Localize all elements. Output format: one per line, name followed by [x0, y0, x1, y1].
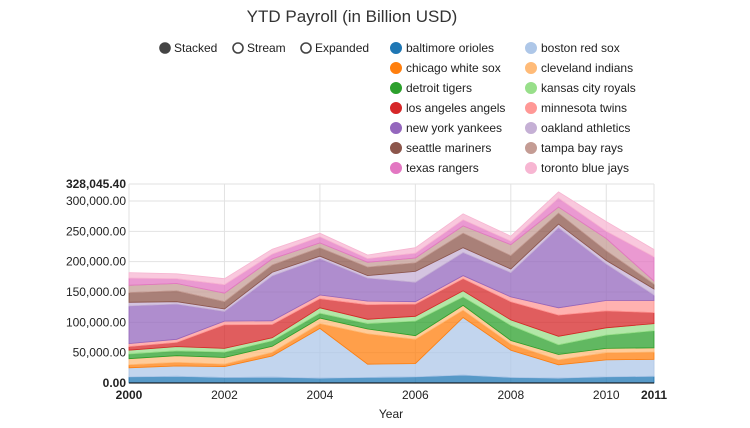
legend-label: detroit tigers [406, 81, 472, 95]
legend-swatch-icon[interactable] [525, 102, 537, 114]
legend-label: oakland athletics [541, 121, 630, 135]
x-tick-label: 2011 [641, 388, 667, 402]
legend-item-cleveland-indians[interactable]: cleveland indians [525, 61, 634, 75]
x-tick-label: 2000 [116, 388, 143, 402]
y-tick-label: 100,000.00 [66, 315, 126, 329]
legend-label: texas rangers [406, 161, 479, 175]
legend-swatch-icon[interactable] [525, 122, 537, 134]
x-tick-label: 2002 [211, 388, 238, 402]
chart-mode-controls: Stacked Stream Expanded [159, 41, 369, 55]
y-tick-label: 150,000.00 [66, 285, 126, 299]
y-tick-label: 50,000.00 [73, 346, 127, 360]
mode-option-label: Expanded [315, 41, 369, 55]
area-series [128, 191, 655, 384]
x-axis-label: Year [379, 407, 403, 421]
y-tick-label: 0.00 [103, 376, 127, 390]
legend-label: seattle mariners [406, 141, 491, 155]
legend-item-los-angeles-angels[interactable]: los angeles angels [390, 101, 506, 115]
x-tick-label: 2010 [593, 388, 620, 402]
x-tick-label: 2004 [307, 388, 334, 402]
legend-swatch-icon[interactable] [525, 62, 537, 74]
legend-swatch-icon[interactable] [525, 162, 537, 174]
legend-swatch-icon[interactable] [390, 162, 402, 174]
legend-swatch-icon[interactable] [390, 142, 402, 154]
area-toronto-blue-jays[interactable] [128, 191, 655, 286]
legend-swatch-icon[interactable] [525, 82, 537, 94]
legend-swatch-icon[interactable] [390, 122, 402, 134]
legend-swatch-icon[interactable] [390, 42, 402, 54]
mode-option-label: Stream [247, 41, 286, 55]
x-tick-label: 2008 [497, 388, 524, 402]
radio-icon[interactable] [300, 42, 312, 54]
legend-label: minnesota twins [541, 101, 627, 115]
legend-item-detroit-tigers[interactable]: detroit tigers [390, 81, 473, 95]
legend-label: chicago white sox [406, 61, 501, 75]
radio-icon[interactable] [159, 42, 171, 54]
legend-label: los angeles angels [406, 101, 505, 115]
legend-item-minnesota-twins[interactable]: minnesota twins [525, 101, 628, 115]
legend-item-oakland-athletics[interactable]: oakland athletics [525, 121, 631, 135]
legend-item-baltimore-orioles[interactable]: baltimore orioles [390, 41, 495, 55]
legend-label: tampa bay rays [541, 141, 623, 155]
legend-item-new-york-yankees[interactable]: new york yankees [390, 121, 503, 135]
legend-swatch-icon[interactable] [390, 82, 402, 94]
legend-item-chicago-white-sox[interactable]: chicago white sox [390, 61, 501, 75]
legend-label: kansas city royals [541, 81, 636, 95]
legend-item-kansas-city-royals[interactable]: kansas city royals [525, 81, 636, 95]
legend-item-toronto-blue-jays[interactable]: toronto blue jays [525, 161, 630, 175]
x-tick-label: 2006 [402, 388, 429, 402]
legend-label: baltimore orioles [406, 41, 494, 55]
mode-option-expanded[interactable]: Expanded [300, 41, 369, 55]
y-tick-label: 250,000.00 [66, 224, 126, 238]
legend-swatch-icon[interactable] [390, 102, 402, 114]
legend-label: boston red sox [541, 41, 620, 55]
chart-title: YTD Payroll (in Billion USD) [247, 7, 458, 26]
y-tick-label: 328,045.40 [66, 177, 126, 191]
legend-label: cleveland indians [541, 61, 633, 75]
legend-item-boston-red-sox[interactable]: boston red sox [525, 41, 620, 55]
legend-label: toronto blue jays [541, 161, 629, 175]
legend-item-texas-rangers[interactable]: texas rangers [390, 161, 479, 175]
y-tick-label: 300,000.00 [66, 194, 126, 208]
legend-item-seattle-mariners[interactable]: seattle mariners [390, 141, 492, 155]
legend-label: new york yankees [406, 121, 502, 135]
legend-swatch-icon[interactable] [390, 62, 402, 74]
mode-option-stacked[interactable]: Stacked [159, 41, 217, 55]
axes: 2000 2002 2004 2006 2008 2010 2011 0.00 50,000.0… [66, 177, 667, 402]
legend-swatch-icon[interactable] [525, 142, 537, 154]
legend-item-tampa-bay-rays[interactable]: tampa bay rays [525, 141, 624, 155]
mode-option-stream[interactable]: Stream [232, 41, 286, 55]
legend: baltimore orioles boston red sox chicago w… [390, 41, 636, 175]
y-tick-label: 200,000.00 [66, 255, 126, 269]
legend-swatch-icon[interactable] [525, 42, 537, 54]
mode-option-label: Stacked [174, 41, 217, 55]
radio-icon[interactable] [232, 42, 244, 54]
